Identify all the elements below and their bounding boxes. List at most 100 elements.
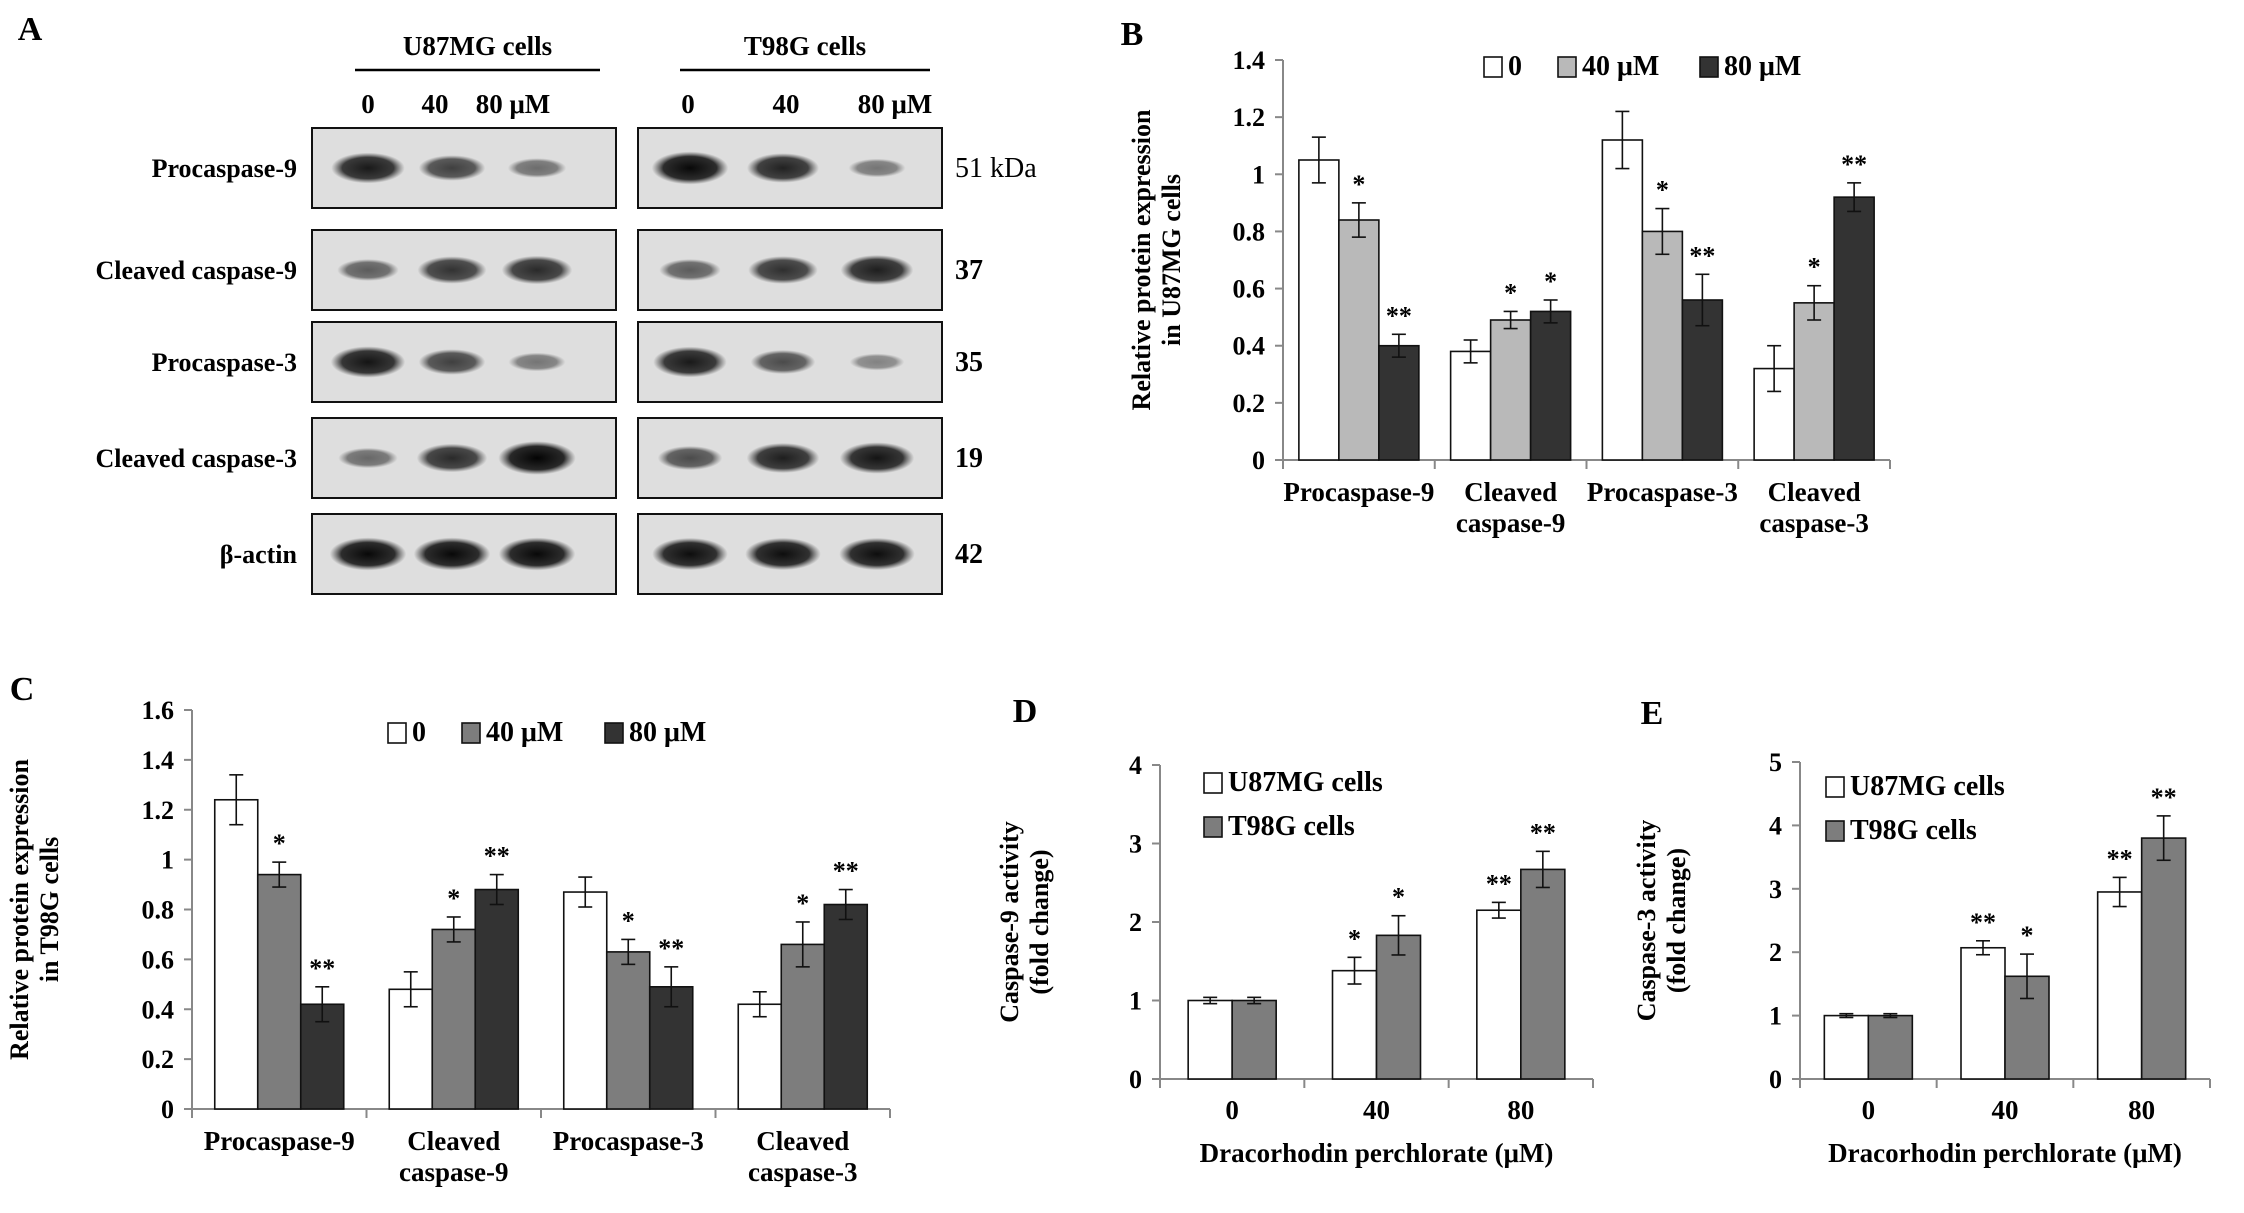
y-tick-label: 1 (1129, 987, 1142, 1016)
x-category-label: 40 (1363, 1095, 1390, 1125)
y-tick-label: 0.8 (142, 896, 175, 925)
blot-band (330, 346, 406, 378)
legend-swatch (604, 722, 624, 744)
bar (780, 943, 826, 1110)
blot-band (417, 256, 487, 284)
blot-band (657, 445, 723, 471)
x-category-label: 0 (1862, 1095, 1876, 1125)
bar (1338, 219, 1380, 461)
blot-band (839, 442, 915, 474)
y-tick-label: 1.2 (142, 796, 175, 825)
x-category-label: Procaspase-9 (1283, 477, 1434, 507)
legend-swatch (1699, 56, 1719, 78)
legend-swatch (1203, 772, 1223, 794)
blot-band (659, 259, 721, 281)
significance-label: ** (658, 934, 684, 963)
blot-lane-label: 0 (681, 89, 695, 119)
bar (2140, 837, 2187, 1080)
panel-letter-d: D (1013, 693, 1038, 730)
blot-band (747, 153, 819, 183)
y-tick-label: 1.2 (1233, 103, 1266, 132)
significance-label: ** (484, 842, 510, 871)
legend-label: 80 μM (1724, 51, 1801, 82)
bar (1601, 139, 1644, 461)
bar (1753, 367, 1795, 461)
y-tick-label: 1.4 (1233, 46, 1266, 75)
blot-band (331, 152, 405, 184)
blot-group-label: U87MG cells (403, 31, 552, 61)
blot-band (746, 442, 820, 474)
y-axis-title: in T98G cells (35, 837, 64, 982)
bar (1375, 934, 1422, 1080)
x-category-label: 40 (1992, 1095, 2019, 1125)
bar (562, 891, 608, 1110)
legend-swatch (1557, 56, 1577, 78)
legend-label: 0 (1508, 51, 1522, 82)
blot-lane-label: 40 (422, 89, 449, 119)
y-tick-label: 3 (1129, 830, 1142, 859)
x-category-label: caspase-3 (748, 1157, 858, 1187)
y-axis-title: (fold change) (1662, 848, 1691, 993)
blot-kda-label: 19 (955, 443, 983, 474)
legend-swatch (1825, 820, 1845, 842)
y-axis-title: Relative protein expression (5, 759, 34, 1060)
significance-label: ** (1689, 241, 1715, 270)
bar (1529, 310, 1572, 461)
blot-band (848, 158, 906, 178)
blot-band (839, 537, 915, 571)
blot-band (653, 346, 727, 378)
blot-kda-label: 37 (955, 255, 983, 286)
bar (1331, 969, 1378, 1080)
significance-label: * (1392, 883, 1405, 912)
bar (213, 798, 259, 1110)
blot-row-label: Cleaved caspase-3 (96, 444, 297, 473)
blot-band (750, 349, 816, 375)
x-category-label: 0 (1225, 1095, 1239, 1125)
y-tick-label: 4 (1769, 811, 1782, 840)
bar (1520, 868, 1566, 1080)
blot-band (329, 537, 407, 571)
bar (1378, 344, 1420, 461)
y-tick-label: 2 (1129, 908, 1142, 937)
blot-band (416, 443, 488, 473)
legend-label: U87MG cells (1850, 771, 2005, 802)
y-tick-label: 0.2 (1233, 389, 1266, 418)
blot-lane-label: 0 (361, 89, 375, 119)
chart-panel-b: 0 0.2 0.4 0.6 0.8 1 1.2 1.4 Relative protein exp… (1127, 46, 1891, 538)
y-tick-label: 0 (1769, 1065, 1782, 1094)
bar (1489, 319, 1532, 461)
bar (1867, 1014, 1914, 1080)
y-tick-label: 0 (1252, 446, 1265, 475)
legend-swatch (1825, 776, 1845, 798)
panel-letter-a: A (18, 11, 43, 48)
legend-label: 40 μM (1582, 51, 1659, 82)
y-tick-label: 5 (1769, 748, 1782, 777)
blot-lane-label: 80 μM (476, 89, 551, 119)
significance-label: * (447, 884, 460, 913)
y-tick-label: 0.6 (1233, 275, 1266, 304)
blot-band (748, 256, 818, 284)
y-tick-label: 4 (1129, 751, 1142, 780)
blot-kda-label: 35 (955, 347, 983, 378)
blot-band (652, 537, 728, 571)
bar (1298, 159, 1340, 461)
western-blot-panel: U87MG cells T98G cells 0 40 80 μM 0 40 80 μM Pro… (96, 31, 1037, 595)
chart-panel-c: 0 0.2 0.4 0.6 0.8 1 1.2 1.4 1.6 Relative protein … (5, 696, 891, 1187)
blot-row-label: Cleaved caspase-9 (96, 256, 297, 285)
blot-band (651, 151, 729, 185)
x-axis-title: Dracorhodin perchlorate (μM) (1828, 1138, 2182, 1168)
significance-label: * (1656, 176, 1669, 205)
x-category-label: Cleaved (1768, 477, 1861, 507)
y-axis-title: in U87MG cells (1157, 174, 1186, 346)
panel-letter-e: E (1641, 695, 1664, 732)
y-tick-label: 0.2 (142, 1045, 175, 1074)
y-tick-label: 0.8 (1233, 217, 1266, 246)
y-tick-label: 1 (1252, 160, 1265, 189)
y-tick-label: 1 (161, 846, 174, 875)
blot-lane-label: 40 (773, 89, 800, 119)
significance-label: ** (2107, 844, 2133, 873)
bar (474, 888, 520, 1110)
y-tick-label: 0.4 (142, 995, 175, 1024)
x-category-label: Procaspase-3 (553, 1126, 704, 1156)
